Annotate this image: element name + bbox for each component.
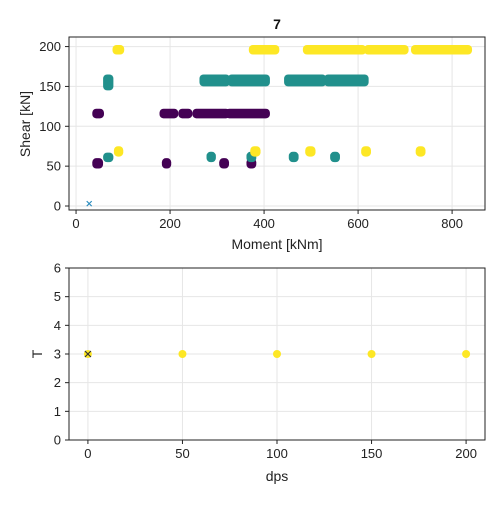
cluster-series-2	[113, 146, 124, 157]
cluster-series-1	[103, 74, 114, 91]
x-tick-label: 0	[72, 216, 79, 231]
y-tick-label: 200	[39, 39, 61, 54]
x-tick-label: 100	[266, 446, 288, 461]
cluster-series-0	[192, 108, 230, 119]
marker-x	[84, 350, 92, 358]
chart-top-x-ticks: 0 200 400 600 800	[72, 210, 463, 231]
x-tick-label: 50	[175, 446, 189, 461]
chart-top-title: 7	[273, 16, 281, 32]
y-tick-label: 0	[54, 433, 61, 448]
chart-bottom-x-label: dps	[266, 468, 289, 484]
x-tick-label: 150	[361, 446, 383, 461]
y-tick-label: 150	[39, 79, 61, 94]
chart-top: 7 0 200 400 600 800 0 50 100 150 200 Moment [kNm…	[17, 16, 486, 252]
cluster-series-2	[248, 44, 280, 55]
chart-top-x-label: Moment [kNm]	[231, 236, 322, 252]
chart-top-frame	[68, 36, 486, 211]
chart-top-grid	[69, 37, 485, 210]
y-tick-label: 2	[54, 375, 61, 390]
chart-bottom: 0 50 100 150 200 0 1 2 3 4 5 6 dps T	[29, 261, 486, 484]
cluster-series-2	[415, 146, 426, 157]
cluster-series-1	[288, 151, 299, 163]
y-tick-label: 0	[54, 199, 61, 214]
cluster-series-0	[219, 158, 230, 169]
cluster-series-2	[112, 44, 125, 55]
cluster-series-0	[92, 108, 104, 119]
chart-top-y-ticks: 0 50 100 150 200	[39, 39, 69, 214]
cluster-series-0	[225, 108, 270, 119]
cluster-series-1	[324, 74, 369, 87]
cluster-series-2	[305, 146, 316, 157]
x-tick-label: 600	[347, 216, 369, 231]
chart-top-marks	[86, 44, 473, 207]
cluster-series-1	[330, 151, 340, 163]
cluster-series-2	[363, 44, 409, 55]
x-tick-label: 200	[455, 446, 477, 461]
chart-bottom-marks	[83, 350, 471, 358]
cluster-series-2	[361, 146, 371, 157]
chart-bottom-x-ticks: 0 50 100 150 200	[84, 440, 477, 461]
cluster-series-1	[199, 74, 230, 87]
cluster-series-1	[206, 151, 216, 163]
cluster-series-0	[178, 108, 193, 119]
cluster-series-2	[302, 44, 367, 55]
cluster-series-1	[284, 74, 327, 87]
marker-x	[86, 200, 93, 207]
cluster-series-0	[161, 158, 172, 169]
chart-bottom-y-ticks: 0 1 2 3 4 5 6	[54, 261, 69, 448]
data-point	[178, 350, 187, 358]
data-point	[273, 350, 281, 358]
x-tick-label: 0	[84, 446, 91, 461]
data-point	[367, 350, 376, 358]
cluster-series-1	[227, 74, 270, 87]
y-tick-label: 50	[47, 159, 61, 174]
cluster-series-2	[410, 44, 473, 55]
y-tick-label: 4	[54, 318, 61, 333]
y-tick-label: 100	[39, 119, 61, 134]
chart-bottom-y-label: T	[29, 349, 45, 358]
chart-top-y-label: Shear [kN]	[17, 91, 33, 157]
cluster-series-0	[92, 158, 104, 169]
y-tick-label: 1	[54, 404, 61, 419]
x-tick-label: 400	[253, 216, 275, 231]
y-tick-label: 5	[54, 289, 61, 304]
cluster-series-1	[103, 152, 114, 163]
data-point	[462, 350, 471, 358]
cluster-series-2	[250, 146, 261, 157]
y-tick-label: 6	[54, 261, 61, 276]
cluster-series-0	[159, 108, 179, 119]
y-tick-label: 3	[54, 347, 61, 362]
x-tick-label: 800	[441, 216, 463, 231]
x-tick-label: 200	[159, 216, 181, 231]
